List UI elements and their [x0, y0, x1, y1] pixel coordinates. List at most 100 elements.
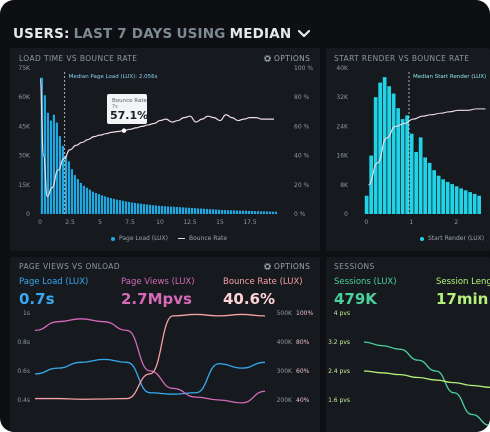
load-bar: [166, 206, 169, 214]
load-bar: [40, 77, 43, 214]
pv-right-tick-label: 80%: [296, 339, 310, 346]
tooltip-title: Bounce Rate: [112, 98, 147, 104]
load-bar: [115, 199, 118, 214]
render-bar: [427, 162, 432, 214]
load-bar: [103, 196, 106, 214]
header-period[interactable]: LAST 7 DAYS: [73, 26, 173, 42]
dashboard-header[interactable]: USERS: LAST 7 DAYS USING MEDIAN: [13, 25, 311, 43]
render-bar: [459, 188, 463, 214]
load-bar: [73, 175, 76, 214]
render-bar: [369, 155, 373, 214]
load-bar: [256, 211, 259, 214]
legend-line-swatch: [177, 238, 185, 239]
load-bar: [235, 210, 238, 214]
load-bar: [193, 208, 196, 214]
metric-session-length-value: 17min: [436, 290, 489, 308]
metric-page-load-value: 0.7s: [19, 290, 55, 308]
render-bar: [472, 193, 477, 214]
tooltip-value: 57.1%: [110, 109, 149, 122]
metric-bounce-rate-value: 40.6%: [223, 290, 276, 308]
load-bar: [61, 145, 64, 214]
bounce-rate-line: [39, 77, 274, 198]
gear-icon: [264, 263, 271, 270]
load-bar: [175, 206, 178, 214]
render-y-tick-label: 0: [344, 211, 348, 218]
load-y2-tick-label: 40 %: [294, 153, 310, 160]
load-bar: [238, 210, 241, 214]
header-metric[interactable]: MEDIAN: [229, 26, 292, 42]
load-x-tick-label: 7.5: [125, 219, 135, 226]
load-bar: [70, 169, 73, 214]
render-bar: [463, 190, 468, 214]
render-bounce-line: [368, 108, 486, 186]
load-bar: [217, 209, 220, 214]
bounce-rate-tooltip: Bounce Rate 7s 57.1%: [107, 94, 149, 124]
render-bar: [378, 82, 382, 214]
load-bar: [106, 197, 109, 214]
pageviews-options-label: OPTIONS: [274, 262, 311, 271]
render-bar: [477, 195, 481, 214]
load-x-tick-label: 15: [216, 219, 224, 226]
render-bar: [382, 77, 387, 214]
render-y-tick-label: 16K: [336, 153, 349, 160]
render-x-tick-label: 0: [364, 219, 368, 226]
load-bar: [64, 155, 67, 214]
load-bar: [121, 200, 124, 214]
load-y2-tick-label: 80 %: [294, 94, 310, 101]
load-panel-title: LOAD TIME VS BOUNCE RATE: [19, 54, 138, 63]
page-load-line: [34, 358, 266, 395]
load-bar: [133, 202, 136, 214]
load-bar: [181, 207, 184, 214]
load-bar: [82, 185, 85, 214]
sessions-tick-label: 1.6 pvs: [328, 397, 350, 404]
render-bar: [405, 115, 409, 214]
render-x-tick-label: 1: [409, 219, 413, 226]
load-y2-tick-label: 60 %: [294, 123, 310, 130]
page-views-chart: 1s 0.8s 0.6s 0.4s 500K 400K 300K 200K 100% 80% 60%…: [17, 310, 313, 404]
pageviews-panel-title: PAGE VIEWS VS ONLOAD: [19, 262, 120, 271]
render-bar: [423, 157, 427, 214]
load-bar: [184, 207, 187, 214]
pv-mid-tick-label: 500K: [277, 310, 293, 317]
load-bar: [262, 211, 265, 214]
pv-mid-tick-label: 300K: [277, 368, 293, 375]
load-bar: [226, 210, 229, 214]
load-options-button[interactable]: OPTIONS: [264, 54, 310, 63]
load-bar: [151, 205, 154, 214]
metric-bounce-rate-label: Bounce Rate (LUX): [223, 277, 303, 287]
render-y-tick-label: 24K: [336, 123, 349, 130]
chevron-down-icon[interactable]: [297, 29, 311, 39]
render-bar: [391, 93, 396, 214]
load-y-tick-label: 0: [26, 211, 30, 218]
sessions-line: [363, 341, 490, 427]
render-median-label: Median Start Render (LUX): [413, 74, 486, 80]
load-bar: [208, 209, 211, 214]
render-bar: [364, 195, 369, 214]
pageviews-options-button[interactable]: OPTIONS: [264, 262, 310, 271]
load-bar: [214, 209, 217, 214]
header-users: USERS:: [13, 26, 70, 42]
load-bar: [76, 178, 79, 214]
sessions-panel-title: SESSIONS: [334, 262, 375, 271]
render-bar: [454, 186, 459, 214]
load-bar: [211, 209, 214, 214]
render-x-tick-label: 2: [454, 219, 458, 226]
load-bar: [79, 182, 82, 214]
load-bar: [229, 210, 232, 214]
load-bar: [112, 198, 115, 214]
load-bar: [94, 192, 97, 214]
load-x-tick-label: 2.5: [65, 219, 75, 226]
render-bar: [436, 175, 441, 214]
legend-start-render: Start Render (LUX): [428, 235, 485, 242]
pv-left-tick-label: 0.4s: [17, 397, 30, 404]
pv-mid-tick-label: 400K: [277, 339, 293, 346]
load-bar: [88, 189, 91, 214]
render-legend: Start Render (LUX): [420, 235, 484, 242]
load-y-tick-label: 30K: [18, 153, 31, 160]
load-y-tick-label: 45K: [18, 123, 31, 130]
render-bar: [468, 192, 472, 214]
load-bar: [205, 208, 208, 214]
load-options-label: OPTIONS: [274, 54, 311, 63]
load-y-tick-label: 75K: [18, 65, 31, 72]
